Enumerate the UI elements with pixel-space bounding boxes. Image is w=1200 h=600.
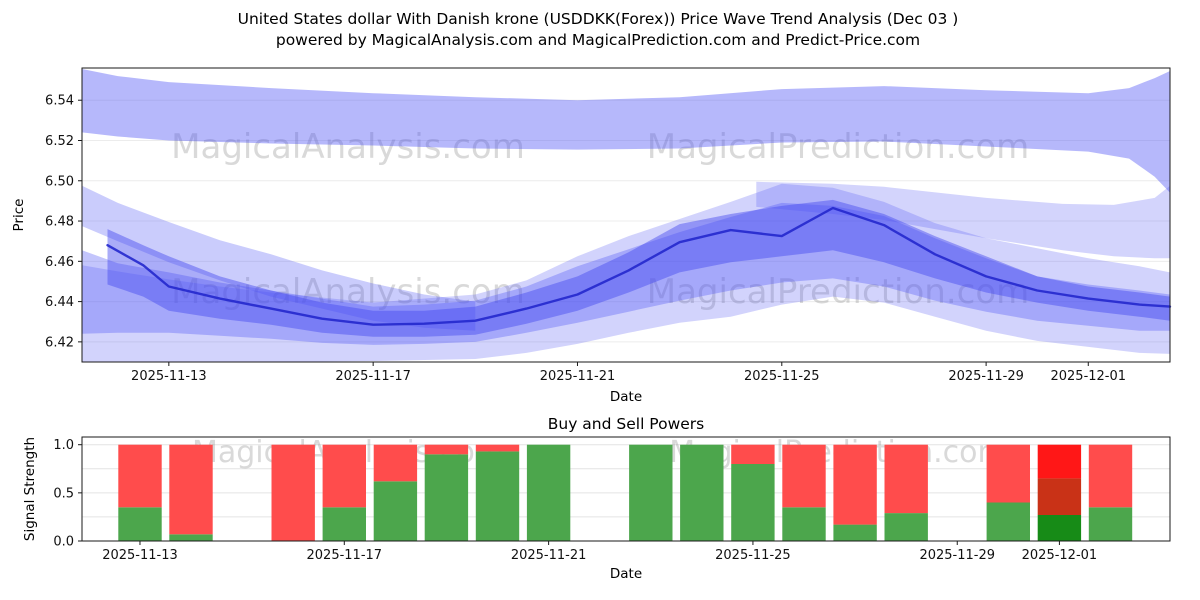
signal-bar-segment bbox=[1037, 478, 1082, 515]
y-tick-label: 1.0 bbox=[53, 438, 74, 453]
signal-bar-segment bbox=[986, 502, 1030, 541]
x-tick-label: 2025-12-01 bbox=[1050, 369, 1126, 384]
x-tick-label: 2025-11-13 bbox=[102, 548, 178, 563]
right-upper-streak bbox=[756, 181, 1170, 259]
x-tick-label: 2025-11-25 bbox=[744, 369, 820, 384]
signal-bar-segment bbox=[884, 444, 928, 514]
signal-bar-segment bbox=[322, 507, 366, 541]
signal-bar-segment bbox=[169, 534, 213, 541]
signal-bar-segment bbox=[424, 444, 469, 455]
signal-bar-segment bbox=[322, 444, 366, 508]
signal-bar-segment bbox=[680, 444, 724, 541]
price-plot-border bbox=[81, 67, 1171, 363]
y-tick-label: 6.50 bbox=[45, 174, 74, 189]
signal-bar-segment bbox=[731, 464, 775, 541]
signal-yaxis-label: Signal Strength bbox=[22, 436, 38, 542]
signal-bar-segment bbox=[986, 444, 1030, 503]
left-descending-band bbox=[82, 185, 476, 331]
signal-bar-segment bbox=[373, 444, 418, 482]
price-yaxis-label: Price bbox=[11, 198, 27, 232]
signal-bar-segment bbox=[782, 444, 826, 508]
power-plot-border bbox=[81, 436, 1171, 542]
signal-bar-segment bbox=[731, 444, 775, 464]
signal-bar-segment bbox=[424, 454, 469, 541]
figure-title: United States dollar With Danish krone (… bbox=[0, 9, 1196, 51]
signal-bar-segment bbox=[782, 507, 826, 541]
x-tick-label: 2025-11-17 bbox=[307, 548, 383, 563]
signal-bar-segment bbox=[169, 444, 213, 535]
y-tick-label: 6.46 bbox=[45, 255, 74, 270]
signal-bar-segment bbox=[1088, 507, 1133, 541]
power-xaxis-label: Date bbox=[609, 566, 643, 582]
signal-bar-segment bbox=[118, 507, 162, 541]
price-xaxis-label: Date bbox=[609, 389, 643, 405]
signal-bar-segment bbox=[1088, 444, 1133, 508]
y-tick-label: 6.44 bbox=[45, 295, 74, 310]
signal-bar-segment bbox=[475, 444, 520, 452]
core-wave-band bbox=[107, 199, 1170, 337]
signal-bar-segment bbox=[526, 444, 571, 541]
y-tick-label: 6.52 bbox=[45, 134, 74, 149]
watermark-text: MagicalAnalysis.com bbox=[171, 127, 525, 167]
signal-bar-segment bbox=[884, 513, 928, 541]
x-tick-label: 2025-11-13 bbox=[131, 369, 207, 384]
y-tick-label: 6.54 bbox=[45, 94, 74, 109]
x-tick-label: 2025-11-21 bbox=[511, 548, 587, 563]
x-tick-label: 2025-11-21 bbox=[540, 369, 616, 384]
signal-bar-segment bbox=[118, 444, 162, 508]
signal-bar-segment bbox=[1037, 444, 1082, 479]
signal-bar-segment bbox=[271, 444, 315, 541]
price-trend-line bbox=[106, 206, 1172, 326]
watermark-text: MagicalPrediction.com bbox=[647, 272, 1030, 312]
y-tick-label: 0.0 bbox=[53, 535, 74, 550]
signal-bar-segment bbox=[373, 481, 418, 541]
signal-bar-segment bbox=[1037, 515, 1082, 541]
x-tick-label: 2025-12-01 bbox=[1022, 548, 1098, 563]
power-chart-title: Buy and Sell Powers bbox=[547, 415, 705, 433]
x-tick-label: 2025-11-29 bbox=[948, 369, 1024, 384]
x-tick-label: 2025-11-17 bbox=[335, 369, 411, 384]
y-tick-label: 6.48 bbox=[45, 215, 74, 230]
signal-bar-segment bbox=[833, 444, 877, 525]
figure-title-line1: United States dollar With Danish krone (… bbox=[237, 10, 959, 28]
signal-bar-segment bbox=[475, 451, 520, 541]
middle-wave-band bbox=[82, 202, 1170, 345]
signal-bar-segment bbox=[629, 444, 673, 541]
y-tick-label: 0.5 bbox=[53, 486, 74, 501]
x-tick-label: 2025-11-29 bbox=[919, 548, 995, 563]
x-tick-label: 2025-11-25 bbox=[715, 548, 791, 563]
upper-forecast-band bbox=[82, 69, 1170, 193]
signal-bar-segment bbox=[833, 524, 877, 541]
figure-title-line2: powered by MagicalAnalysis.com and Magic… bbox=[275, 31, 921, 49]
y-tick-label: 6.42 bbox=[45, 335, 74, 350]
watermark-text: MagicalPrediction.com bbox=[647, 127, 1030, 167]
watermark-text: MagicalAnalysis.com bbox=[171, 272, 525, 312]
